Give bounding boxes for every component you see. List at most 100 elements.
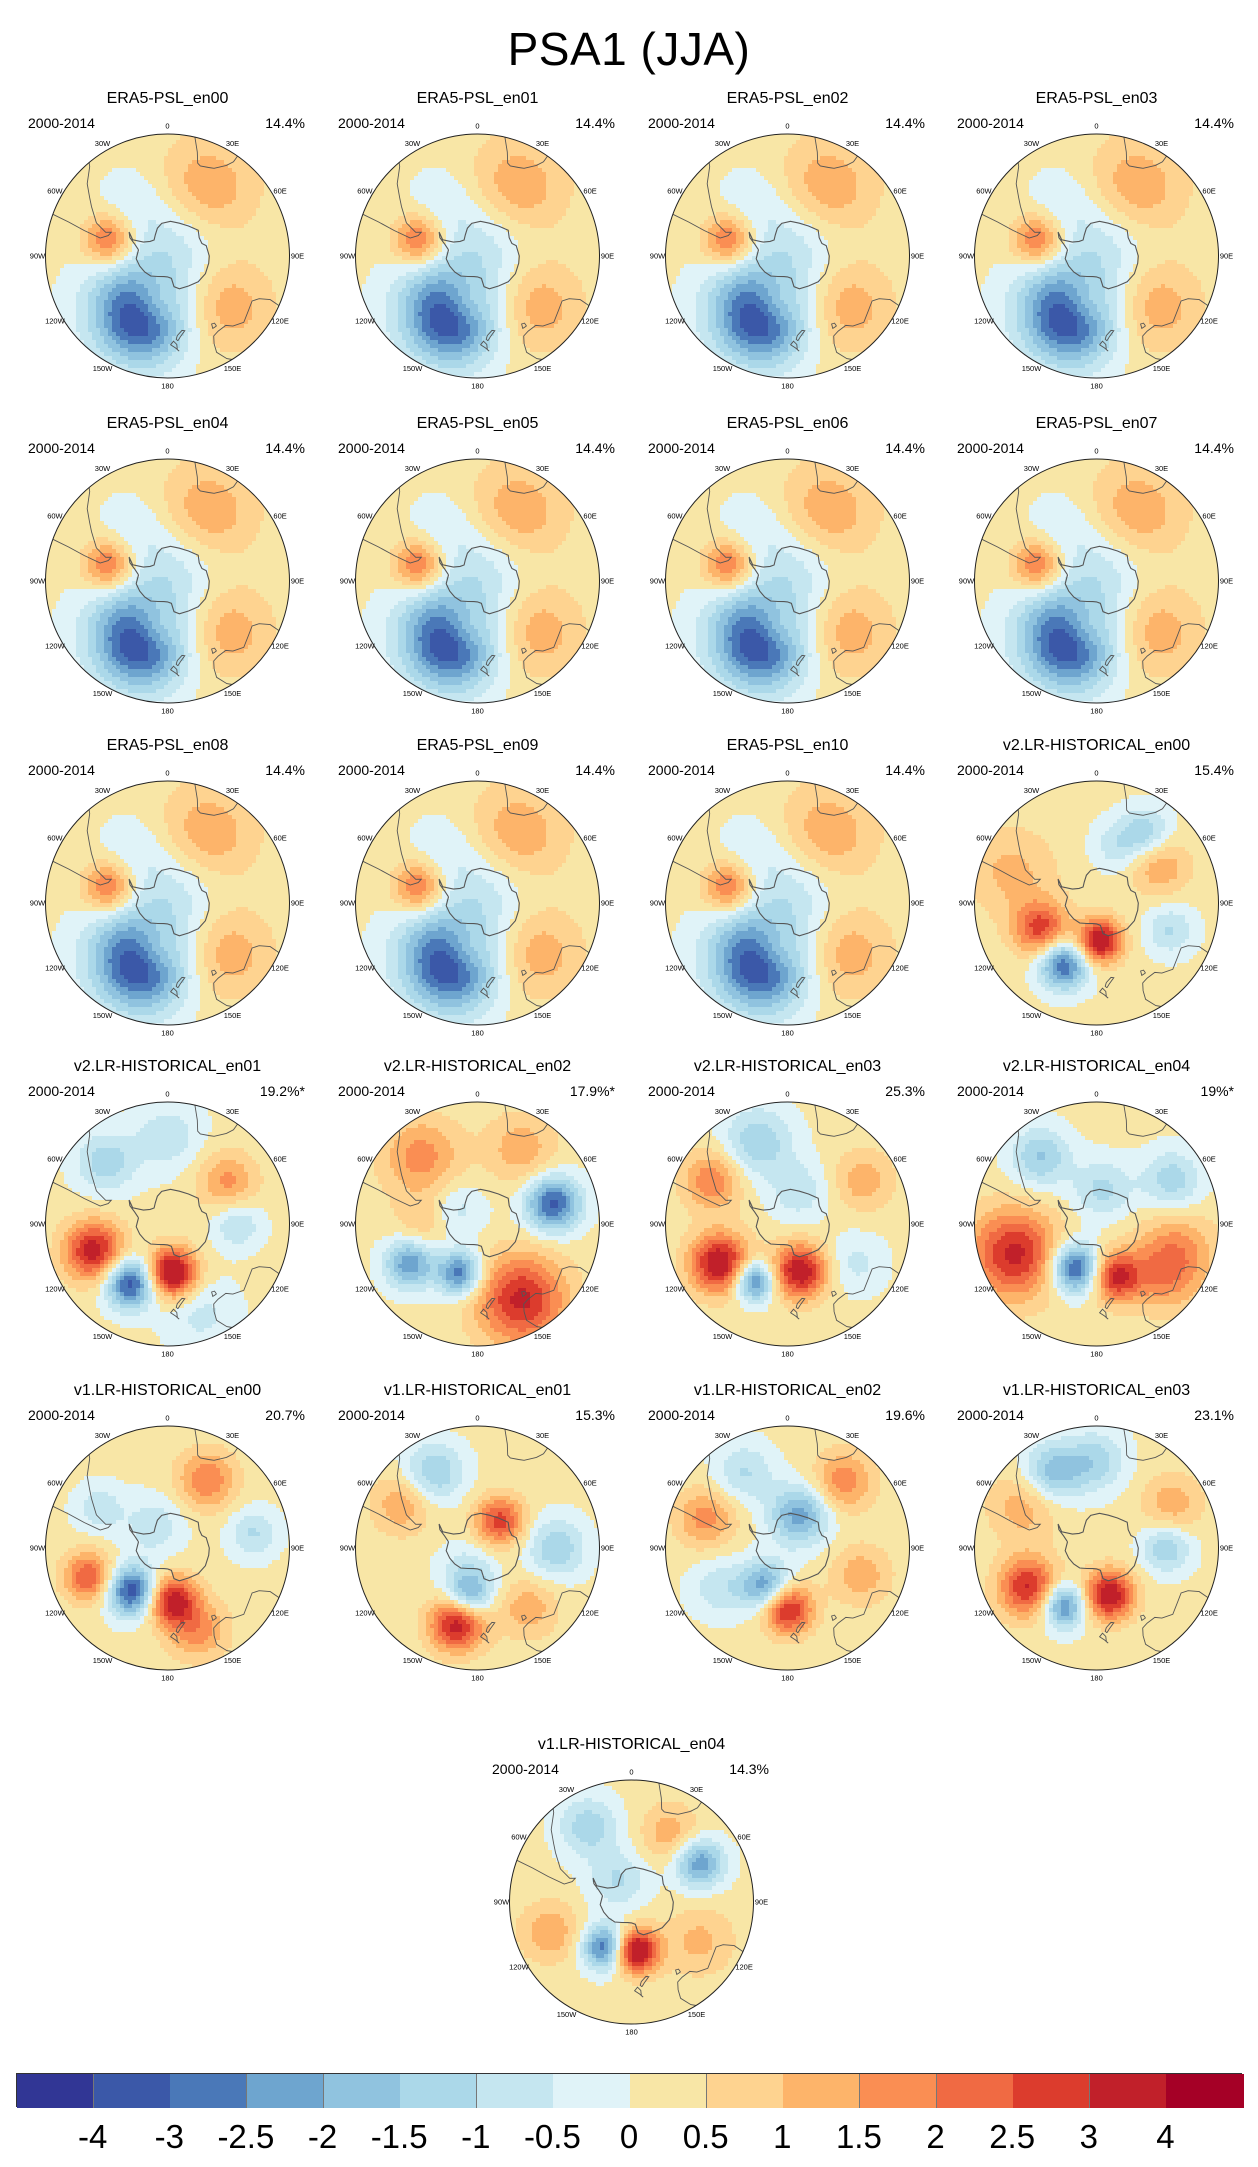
longitude-label: 60W bbox=[667, 834, 683, 843]
panel-title: ERA5-PSL_en02 bbox=[640, 90, 935, 108]
longitude-label: 30E bbox=[1155, 1107, 1168, 1116]
longitude-label: 150W bbox=[403, 1332, 424, 1341]
panel-title: ERA5-PSL_en07 bbox=[949, 415, 1244, 433]
longitude-label: 60E bbox=[1202, 1479, 1215, 1488]
longitude-label: 90W bbox=[340, 577, 356, 586]
longitude-label: 60W bbox=[976, 834, 992, 843]
longitude-label: 120E bbox=[891, 1609, 909, 1618]
longitude-label: 30E bbox=[536, 139, 549, 148]
polar-map: 0 30E 60E 90E 120E 150E 180 150W 120W 90W 60W 30W bbox=[949, 1084, 1244, 1376]
longitude-label: 0 bbox=[165, 122, 169, 131]
longitude-label: 90W bbox=[959, 1220, 975, 1229]
longitude-label: 180 bbox=[781, 1674, 794, 1683]
longitude-label: 30W bbox=[95, 139, 111, 148]
map-panel: ERA5-PSL_en08 2000-2014 14.4% 0 30E 60E 90E 120… bbox=[20, 737, 315, 1055]
longitude-label: 0 bbox=[475, 1414, 479, 1423]
panel-title: v1.LR-HISTORICAL_en03 bbox=[949, 1382, 1244, 1400]
longitude-label: 30W bbox=[405, 464, 421, 473]
panel-title: v2.LR-HISTORICAL_en00 bbox=[949, 737, 1244, 755]
longitude-label: 120W bbox=[45, 1285, 66, 1294]
longitude-label: 30W bbox=[1024, 1431, 1040, 1440]
panel-title: v2.LR-HISTORICAL_en04 bbox=[949, 1058, 1244, 1076]
longitude-label: 150E bbox=[844, 364, 862, 373]
longitude-label: 60W bbox=[47, 1479, 63, 1488]
longitude-label: 150E bbox=[534, 1011, 552, 1020]
longitude-label: 150E bbox=[688, 2010, 706, 2019]
colorbar-swatch bbox=[630, 2074, 707, 2108]
longitude-label: 120W bbox=[45, 317, 66, 326]
longitude-label: 180 bbox=[1090, 382, 1103, 391]
longitude-label: 60E bbox=[737, 1833, 750, 1842]
longitude-label: 60W bbox=[357, 1155, 373, 1164]
longitude-label: 90W bbox=[30, 577, 46, 586]
longitude-label: 90W bbox=[30, 252, 46, 261]
longitude-label: 120W bbox=[355, 1609, 376, 1618]
longitude-label: 0 bbox=[629, 1768, 633, 1777]
longitude-label: 120W bbox=[665, 964, 686, 973]
panel-title: v1.LR-HISTORICAL_en00 bbox=[20, 1382, 315, 1400]
longitude-label: 60E bbox=[273, 1155, 286, 1164]
longitude-label: 30W bbox=[405, 139, 421, 148]
longitude-label: 150E bbox=[224, 1332, 242, 1341]
longitude-label: 120W bbox=[974, 317, 995, 326]
longitude-label: 120W bbox=[665, 317, 686, 326]
map-panel: ERA5-PSL_en01 2000-2014 14.4% 0 30E 60E 90E 120… bbox=[330, 90, 625, 408]
longitude-label: 90E bbox=[601, 252, 614, 261]
longitude-label: 90E bbox=[1220, 577, 1233, 586]
panel-title: ERA5-PSL_en04 bbox=[20, 415, 315, 433]
panel-title: ERA5-PSL_en10 bbox=[640, 737, 935, 755]
colorbar-tick-label: 2 bbox=[926, 2118, 944, 2156]
longitude-label: 150W bbox=[93, 1011, 114, 1020]
longitude-label: 150W bbox=[557, 2010, 578, 2019]
longitude-label: 150W bbox=[713, 1332, 734, 1341]
longitude-label: 90W bbox=[959, 577, 975, 586]
longitude-label: 180 bbox=[471, 382, 484, 391]
longitude-label: 150E bbox=[224, 364, 242, 373]
longitude-label: 0 bbox=[475, 122, 479, 131]
polar-map: 0 30E 60E 90E 120E 150E 180 150W 120W 90W 60W 30W bbox=[640, 1084, 935, 1376]
longitude-label: 90W bbox=[340, 1544, 356, 1553]
panel-title: ERA5-PSL_en06 bbox=[640, 415, 935, 433]
longitude-label: 150E bbox=[844, 1656, 862, 1665]
longitude-label: 90W bbox=[30, 899, 46, 908]
map-panel: ERA5-PSL_en07 2000-2014 14.4% 0 30E 60E 90E 120… bbox=[949, 415, 1244, 733]
longitude-label: 60E bbox=[893, 834, 906, 843]
longitude-label: 90E bbox=[1220, 252, 1233, 261]
longitude-label: 120E bbox=[1200, 1609, 1218, 1618]
colorbar-tick-label: 0 bbox=[620, 2118, 638, 2156]
colorbar-tick-label: -0.5 bbox=[524, 2118, 581, 2156]
longitude-label: 150E bbox=[844, 1332, 862, 1341]
longitude-label: 120W bbox=[974, 1285, 995, 1294]
longitude-label: 150E bbox=[224, 1011, 242, 1020]
longitude-label: 60E bbox=[1202, 1155, 1215, 1164]
longitude-label: 180 bbox=[625, 2028, 638, 2037]
longitude-label: 30E bbox=[1155, 1431, 1168, 1440]
longitude-label: 150E bbox=[1153, 1656, 1171, 1665]
polar-map: 0 30E 60E 90E 120E 150E 180 150W 120W 90W 60W 30W bbox=[949, 441, 1244, 733]
longitude-label: 60W bbox=[976, 1155, 992, 1164]
longitude-label: 90W bbox=[340, 1220, 356, 1229]
longitude-label: 90E bbox=[601, 577, 614, 586]
panel-title: v2.LR-HISTORICAL_en02 bbox=[330, 1058, 625, 1076]
colorbar-swatch bbox=[1013, 2074, 1090, 2108]
longitude-label: 120W bbox=[509, 1963, 530, 1972]
longitude-label: 120E bbox=[581, 964, 599, 973]
longitude-label: 90W bbox=[650, 1220, 666, 1229]
colorbar-swatch bbox=[477, 2074, 554, 2108]
map-panel: ERA5-PSL_en00 2000-2014 14.4% 0 30E 60E 90E 120… bbox=[20, 90, 315, 408]
longitude-label: 60E bbox=[1202, 187, 1215, 196]
longitude-label: 30W bbox=[405, 786, 421, 795]
longitude-label: 30W bbox=[95, 1431, 111, 1440]
longitude-label: 0 bbox=[475, 769, 479, 778]
longitude-label: 180 bbox=[161, 382, 174, 391]
longitude-label: 60E bbox=[583, 1155, 596, 1164]
longitude-label: 90W bbox=[650, 252, 666, 261]
longitude-label: 0 bbox=[1094, 122, 1098, 131]
longitude-label: 90E bbox=[1220, 1544, 1233, 1553]
longitude-label: 120W bbox=[974, 1609, 995, 1618]
longitude-label: 120W bbox=[355, 642, 376, 651]
longitude-label: 120E bbox=[891, 1285, 909, 1294]
longitude-label: 120E bbox=[271, 642, 289, 651]
polar-map: 0 30E 60E 90E 120E 150E 180 150W 120W 90W 60W 30W bbox=[330, 1408, 625, 1700]
longitude-label: 120E bbox=[891, 317, 909, 326]
